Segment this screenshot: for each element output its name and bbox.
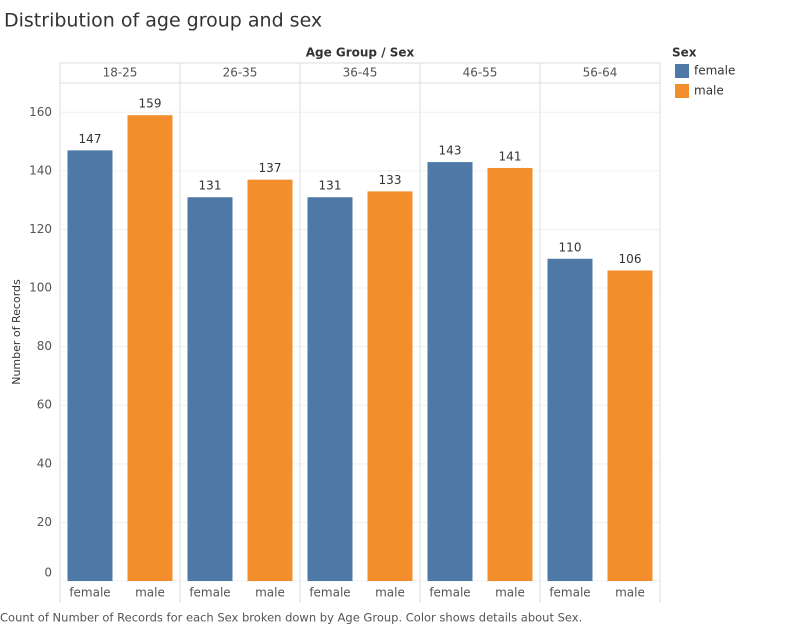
data-label: 143 xyxy=(439,144,462,158)
data-label: 131 xyxy=(319,179,342,193)
data-label: 106 xyxy=(619,252,642,266)
legend-label: male xyxy=(694,84,724,98)
data-label: 133 xyxy=(379,173,402,187)
x-tick-label: male xyxy=(615,586,645,600)
caption: Count of Number of Records for each Sex … xyxy=(0,611,582,625)
legend-swatch xyxy=(675,64,689,78)
data-label: 110 xyxy=(559,240,582,254)
data-label: 137 xyxy=(259,161,282,175)
bar xyxy=(607,270,653,581)
y-tick-label: 0 xyxy=(44,566,52,580)
x-tick-label: female xyxy=(189,586,230,600)
bar xyxy=(67,150,113,581)
legend-label: female xyxy=(694,64,735,78)
data-label: 159 xyxy=(139,97,162,111)
legend-swatch xyxy=(675,84,689,98)
x-tick-label: female xyxy=(429,586,470,600)
y-tick-label: 160 xyxy=(29,105,52,119)
data-label: 141 xyxy=(499,149,522,163)
x-tick-label: female xyxy=(309,586,350,600)
panel-header: 18-25 xyxy=(103,66,138,80)
bar xyxy=(547,258,593,581)
x-tick-label: male xyxy=(375,586,405,600)
x-tick-label: female xyxy=(69,586,110,600)
bar xyxy=(187,197,233,581)
y-tick-label: 120 xyxy=(29,222,52,236)
legend-title: Sex xyxy=(672,46,697,60)
data-label: 131 xyxy=(199,179,222,193)
bar xyxy=(427,162,473,581)
panel-header: 56-64 xyxy=(583,66,618,80)
bar xyxy=(247,179,293,581)
bar xyxy=(367,191,413,581)
x-axis-title: Age Group / Sex xyxy=(306,46,415,60)
y-tick-label: 140 xyxy=(29,163,52,177)
y-tick-label: 100 xyxy=(29,281,52,295)
x-tick-label: male xyxy=(135,586,165,600)
y-tick-label: 80 xyxy=(37,339,52,353)
x-tick-label: male xyxy=(495,586,525,600)
y-axis-title: Number of Records xyxy=(10,279,23,385)
y-tick-label: 60 xyxy=(37,398,52,412)
data-label: 147 xyxy=(79,132,102,146)
panel-header: 46-55 xyxy=(463,66,498,80)
panel-header: 36-45 xyxy=(343,66,378,80)
bar xyxy=(487,167,533,581)
y-tick-label: 20 xyxy=(37,515,52,529)
bar xyxy=(307,197,353,581)
y-tick-label: 40 xyxy=(37,456,52,470)
x-tick-label: female xyxy=(549,586,590,600)
chart-title: Distribution of age group and sex xyxy=(4,10,322,32)
bar xyxy=(127,115,173,582)
panel-header: 26-35 xyxy=(223,66,258,80)
x-tick-label: male xyxy=(255,586,285,600)
